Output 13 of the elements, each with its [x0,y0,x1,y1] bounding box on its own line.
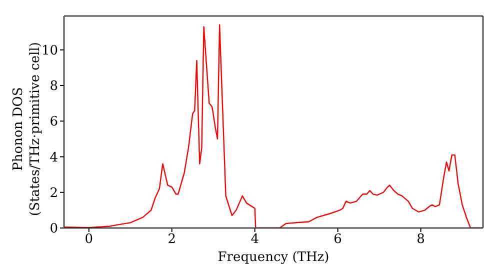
y-tick-label: 4 [50,150,58,166]
x-axis-title: Frequency (THz) [218,250,330,266]
y-tick-label: 10 [41,43,58,58]
x-tick-label: 2 [168,232,176,248]
y-tick-label: 0 [50,222,58,237]
y-tick-label: 2 [50,186,58,201]
y-tick-label: 6 [50,114,58,130]
y-axis-title: Phonon DOS (States/THz·primitive cell) [11,42,43,216]
y-tick-label: 8 [50,79,58,94]
x-tick-label: 6 [334,232,342,248]
x-tick-label: 8 [416,232,425,248]
x-tick-label: 0 [84,232,94,248]
x-tick-label: 4 [250,232,259,248]
